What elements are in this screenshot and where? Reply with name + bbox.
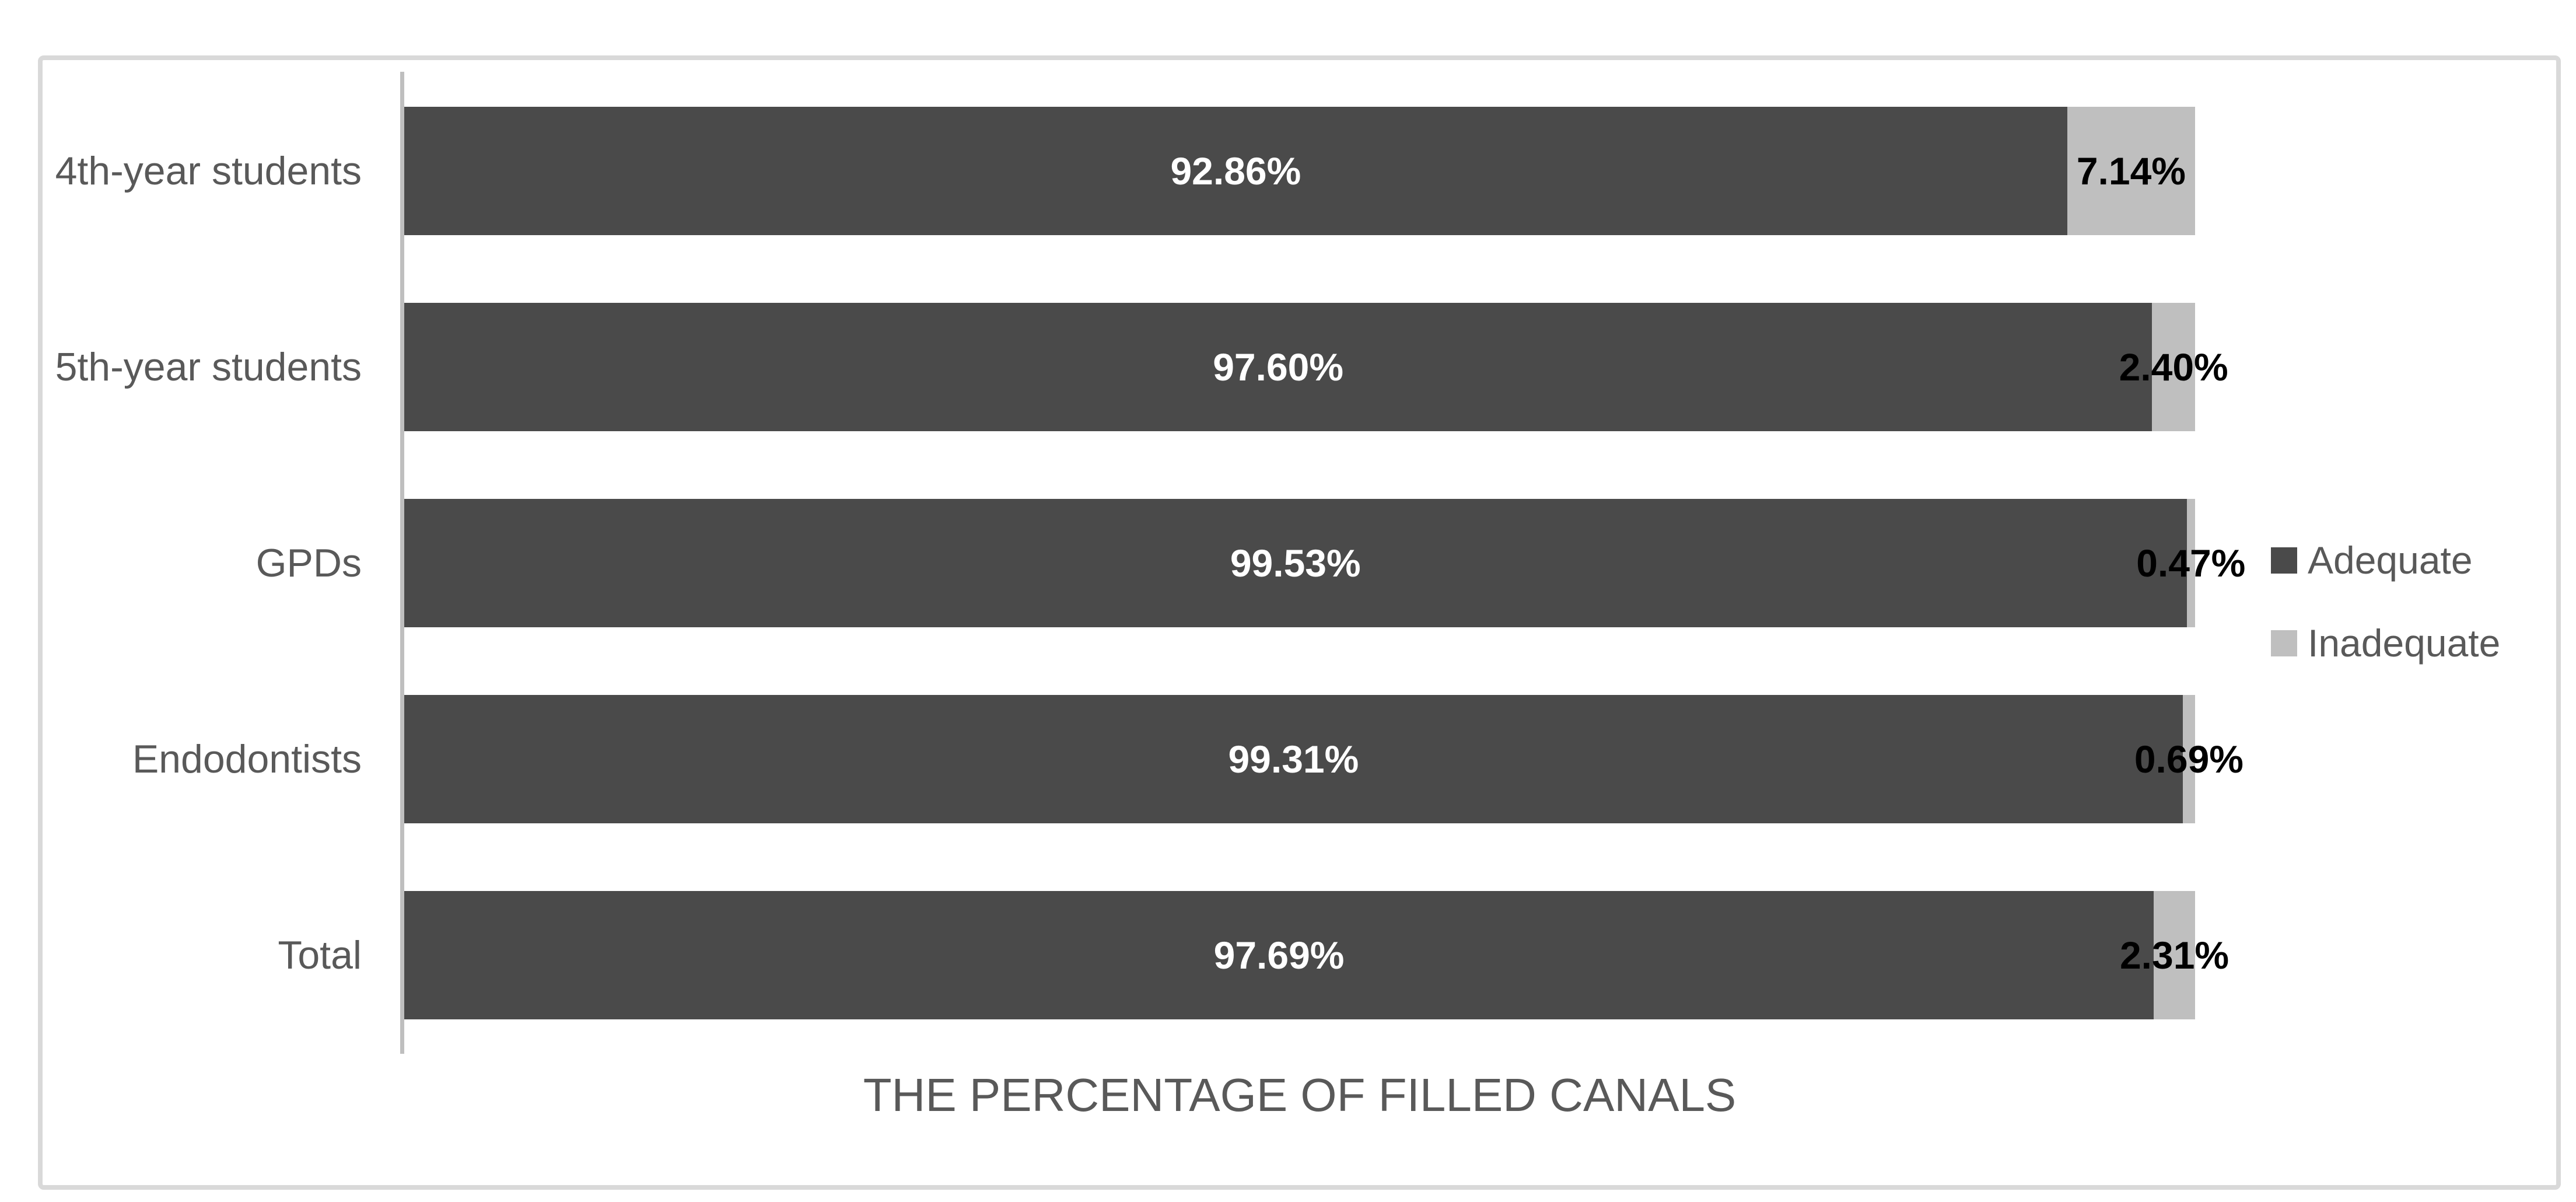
category-label: 4th-year students — [55, 149, 362, 193]
bar-row: 99.53% 0.47% — [404, 499, 2245, 627]
category-label: 5th-year students — [55, 345, 362, 389]
legend-swatch-inadequate-icon — [2271, 630, 2297, 656]
legend-label-inadequate: Inadequate — [2308, 621, 2501, 665]
bar-segment-adequate: 97.60% — [404, 303, 2152, 431]
inadequate-value-label: 7.14% — [2076, 149, 2186, 193]
bar-row: 97.60% 2.40% — [404, 303, 2228, 431]
bar-segment-inadequate — [2067, 107, 2195, 235]
bar-segment-inadequate — [2182, 695, 2195, 823]
inadequate-value-label: 2.40% — [2119, 345, 2228, 389]
inadequate-value-label: 2.31% — [2119, 934, 2230, 977]
chart-title: THE PERCENTAGE OF FILLED CANALS — [863, 1069, 1737, 1121]
adequate-value-label: 99.53% — [1230, 541, 1361, 585]
inadequate-value-label: 0.69% — [2134, 738, 2244, 781]
bar-segment-inadequate — [2152, 303, 2195, 431]
legend: Adequate Inadequate — [2271, 519, 2500, 684]
legend-item-adequate: Adequate — [2271, 519, 2500, 602]
adequate-value-label: 97.60% — [1213, 345, 1344, 389]
adequate-value-label: 97.69% — [1213, 934, 1345, 977]
category-label: Endodontists — [132, 737, 362, 781]
y-axis-line — [400, 72, 404, 1054]
legend-item-inadequate: Inadequate — [2271, 602, 2500, 684]
legend-label-adequate: Adequate — [2308, 539, 2473, 582]
adequate-value-label: 99.31% — [1228, 738, 1359, 781]
bar-segment-adequate: 97.69% — [404, 891, 2154, 1019]
inadequate-value-label: 0.47% — [2136, 541, 2246, 585]
bar-segment-adequate: 92.86% — [404, 107, 2067, 235]
bar-row: 99.31% 0.69% — [404, 695, 2244, 823]
chart-frame — [38, 55, 2561, 1190]
bar-segment-adequate: 99.31% — [404, 695, 2183, 823]
adequate-value-label: 92.86% — [1170, 149, 1301, 193]
bar-segment-inadequate — [2186, 499, 2195, 627]
category-label: Total — [278, 933, 362, 977]
bar-row: 97.69% 2.31% — [404, 891, 2229, 1019]
bar-row: 92.86% 7.14% — [404, 107, 2195, 235]
legend-swatch-adequate-icon — [2271, 547, 2297, 574]
bar-segment-inadequate — [2154, 891, 2195, 1019]
bar-segment-adequate: 99.53% — [404, 499, 2187, 627]
category-label: GPDs — [256, 541, 362, 585]
